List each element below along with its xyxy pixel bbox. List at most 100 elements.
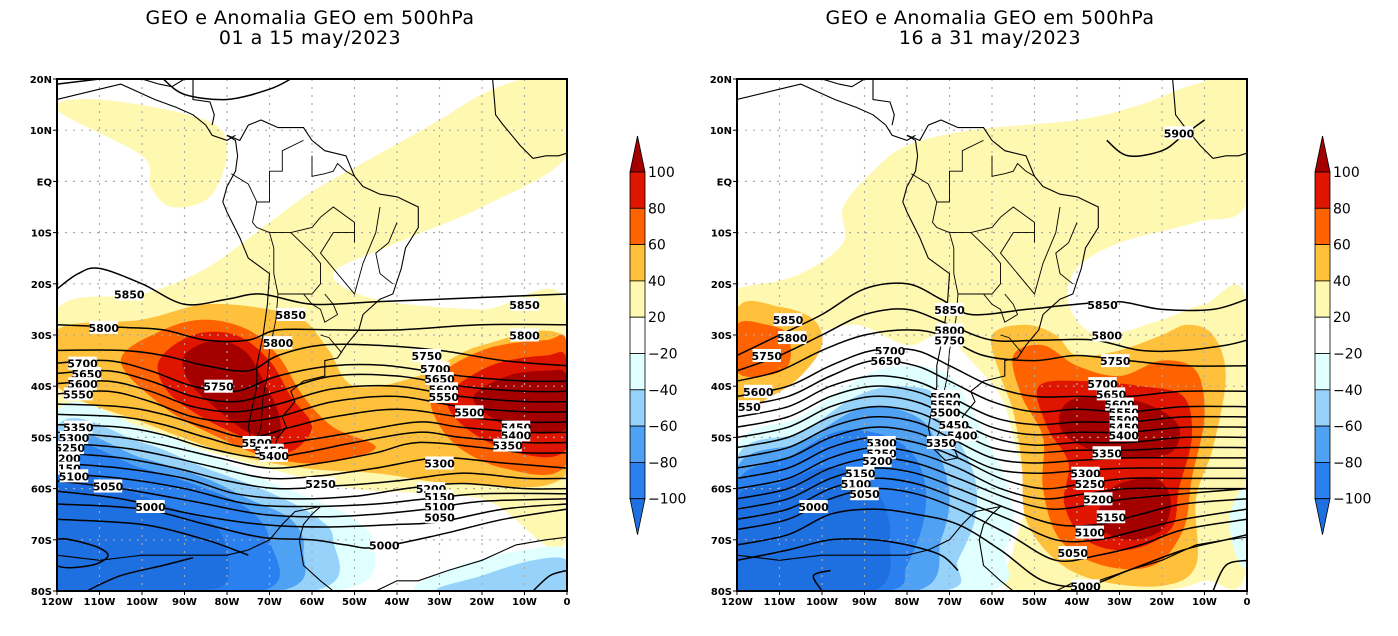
contour-label-bg bbox=[1088, 377, 1117, 391]
x-tick-label: 0 bbox=[1244, 597, 1251, 608]
contour-label-5300: 5300 bbox=[424, 458, 455, 471]
contour-label-bg bbox=[510, 297, 539, 311]
contour-label-bg bbox=[1075, 476, 1104, 490]
contour-label-5350: 5350 bbox=[1091, 447, 1122, 460]
country-border bbox=[290, 206, 355, 243]
colorbar-segment bbox=[629, 425, 646, 463]
contour-label-bg bbox=[1058, 546, 1087, 560]
contour-label-bg bbox=[263, 336, 293, 350]
colorbar-segment bbox=[629, 171, 646, 209]
contour-label-bg bbox=[59, 469, 89, 483]
contour-label-bg bbox=[501, 428, 531, 442]
y-tick-label: 50S bbox=[31, 433, 52, 444]
contour-5400 bbox=[57, 423, 567, 459]
contour-label-5350: 5350 bbox=[926, 437, 957, 450]
contour-label-bg bbox=[510, 328, 539, 342]
contour-label-5500: 5500 bbox=[454, 406, 485, 419]
left-title-line1: GEO e Anomalia GEO em 500hPa bbox=[145, 7, 475, 29]
colorbar-label: 80 bbox=[648, 201, 666, 217]
contour-label-5850: 5850 bbox=[1087, 299, 1118, 312]
contour-label-5000: 5000 bbox=[798, 501, 829, 514]
colorbar-extend-min bbox=[1314, 498, 1331, 535]
contour-label-5000: 5000 bbox=[1070, 580, 1101, 593]
contour-label-5050: 5050 bbox=[93, 481, 124, 494]
contour-5000 bbox=[737, 508, 1247, 588]
contour-label-5850: 5850 bbox=[934, 304, 965, 317]
colorbar-label: 100 bbox=[1333, 165, 1360, 181]
contour-label-bg bbox=[306, 476, 335, 490]
contour-4900 bbox=[1212, 559, 1247, 591]
contour-label-bg bbox=[68, 356, 97, 370]
country-border bbox=[269, 232, 321, 295]
colorbar-extend-max bbox=[629, 135, 646, 173]
contour-label-5550: 5550 bbox=[63, 388, 94, 401]
coastline-africa bbox=[1172, 79, 1247, 159]
contour-5500 bbox=[57, 403, 567, 439]
contour-label-5200: 5200 bbox=[1083, 493, 1114, 506]
colorbar-segment bbox=[1314, 280, 1331, 318]
x-tick-label: 50W bbox=[342, 597, 367, 608]
contour-5350 bbox=[737, 426, 1247, 475]
contour-label-bg bbox=[425, 489, 454, 503]
contour-4950 bbox=[57, 538, 109, 569]
contour-5050 bbox=[737, 487, 1247, 563]
contour-label-bg bbox=[425, 510, 454, 524]
contour-label-5750: 5750 bbox=[751, 350, 782, 363]
colorbar-segment bbox=[629, 461, 646, 500]
contour-label-5800: 5800 bbox=[263, 337, 294, 350]
contour-5200 bbox=[737, 456, 1247, 510]
colorbar-segment bbox=[1314, 244, 1331, 282]
x-tick-label: 30W bbox=[1107, 597, 1132, 608]
country-border bbox=[983, 293, 1019, 323]
contour-label-bg bbox=[370, 538, 399, 552]
contour-5600 bbox=[57, 380, 567, 413]
contour-label-5600: 5600 bbox=[743, 386, 774, 399]
contour-label-bg bbox=[455, 405, 484, 419]
contour-5650 bbox=[57, 369, 567, 403]
left-title-line2: 01 a 15 may/2023 bbox=[218, 27, 402, 49]
x-tick-label: 40W bbox=[1065, 597, 1090, 608]
colorbar-segment bbox=[1314, 425, 1331, 463]
x-tick-label: 100W bbox=[126, 597, 158, 608]
y-tick-label: 60S bbox=[711, 485, 732, 496]
contour-5800 bbox=[737, 308, 1247, 372]
contour-label-5100: 5100 bbox=[1074, 527, 1105, 540]
y-tick-label: 20N bbox=[30, 75, 52, 86]
contour-5250 bbox=[737, 446, 1247, 500]
x-tick-label: 80W bbox=[215, 597, 240, 608]
colorbar-label: 40 bbox=[1333, 274, 1351, 290]
contour-5700 bbox=[737, 347, 1247, 398]
x-tick-label: 20W bbox=[1150, 597, 1175, 608]
colorbar-segment bbox=[629, 207, 646, 246]
contour-label-bg bbox=[1109, 428, 1138, 442]
contour-label-5650: 5650 bbox=[870, 355, 901, 368]
contour-label-5900: 5900 bbox=[1164, 127, 1195, 140]
contour-label-bg bbox=[778, 331, 807, 345]
contour-label-bg bbox=[1088, 297, 1117, 311]
country-border bbox=[970, 206, 1035, 243]
contour-5150 bbox=[57, 472, 567, 508]
contour-label-bg bbox=[1075, 525, 1104, 539]
anomaly-region-n40 bbox=[436, 557, 567, 591]
contour-label-bg bbox=[425, 500, 454, 514]
x-tick-label: 110W bbox=[84, 597, 116, 608]
contour-5850 bbox=[162, 79, 292, 101]
colorbar-segment bbox=[1314, 353, 1331, 391]
contour-label-bg bbox=[863, 453, 892, 467]
coastline-central-america bbox=[141, 79, 215, 126]
x-tick-label: 90W bbox=[852, 597, 877, 608]
contour-label-5000: 5000 bbox=[135, 501, 166, 514]
coastline-antarctica-east bbox=[375, 536, 567, 591]
y-tick-label: 20N bbox=[710, 75, 732, 86]
colorbar-segment bbox=[629, 389, 646, 427]
contour-5100 bbox=[57, 480, 567, 518]
contour-4900 bbox=[532, 569, 567, 591]
contour-label-bg bbox=[72, 366, 101, 380]
country-border bbox=[252, 201, 270, 234]
contour-label-5400: 5400 bbox=[258, 450, 289, 463]
